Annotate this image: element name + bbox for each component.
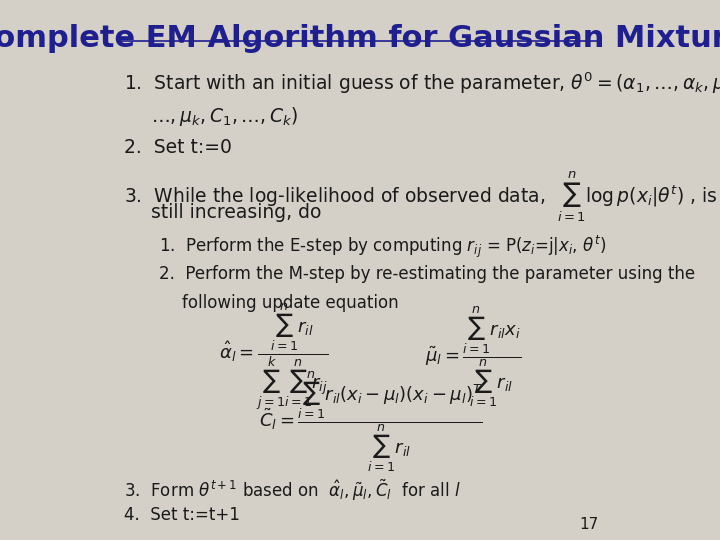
Text: 1.  Perform the E-step by computing $r_{ij}$ = P($z_i$=j|$x_i$, $\theta^t$): 1. Perform the E-step by computing $r_{i…: [159, 233, 606, 260]
Text: 17: 17: [580, 517, 599, 532]
Text: 2.  Perform the M-step by re-estimating the parameter using the: 2. Perform the M-step by re-estimating t…: [159, 265, 695, 282]
Text: still increasing, do: still increasing, do: [151, 202, 322, 221]
Text: 4.  Set t:=t+1: 4. Set t:=t+1: [124, 506, 240, 524]
Text: $\hat{\alpha}_l = \dfrac{\sum_{i=1}^{n} r_{il}}{\sum_{j=1}^{k} \sum_{i=1}^{n} r_: $\hat{\alpha}_l = \dfrac{\sum_{i=1}^{n} …: [220, 301, 328, 412]
Text: Complete EM Algorithm for Gaussian Mixture: Complete EM Algorithm for Gaussian Mixtu…: [0, 24, 720, 53]
Text: 1.  Start with an initial guess of the parameter, $\theta^0 = (\alpha_1, \ldots,: 1. Start with an initial guess of the pa…: [124, 70, 720, 96]
Text: 3.  While the log-likelihood of observed data,  $\sum_{i=1}^{n} \log p(x_i|\thet: 3. While the log-likelihood of observed …: [124, 170, 717, 224]
Text: $\ldots, \mu_k, C_1, \ldots, C_k)$: $\ldots, \mu_k, C_1, \ldots, C_k)$: [151, 105, 298, 129]
Text: 3.  Form $\theta^{t+1}$ based on  $\hat{\alpha}_l, \tilde{\mu}_l, \tilde{C}_l$  : 3. Form $\theta^{t+1}$ based on $\hat{\a…: [124, 478, 461, 503]
Text: following update equation: following update equation: [181, 294, 398, 312]
Text: $\tilde{\mu}_l = \dfrac{\sum_{i=1}^{n} r_{il} x_i}{\sum_{i=1}^{n} r_{il}}$: $\tilde{\mu}_l = \dfrac{\sum_{i=1}^{n} r…: [426, 304, 522, 409]
Text: $\tilde{C}_l = \dfrac{\sum_{i=1}^{n} r_{il}(x_i - \mu_l)(x_i - \mu_l)^T}{\sum_{i: $\tilde{C}_l = \dfrac{\sum_{i=1}^{n} r_{…: [259, 369, 483, 474]
Text: 2.  Set t:=0: 2. Set t:=0: [124, 138, 232, 157]
